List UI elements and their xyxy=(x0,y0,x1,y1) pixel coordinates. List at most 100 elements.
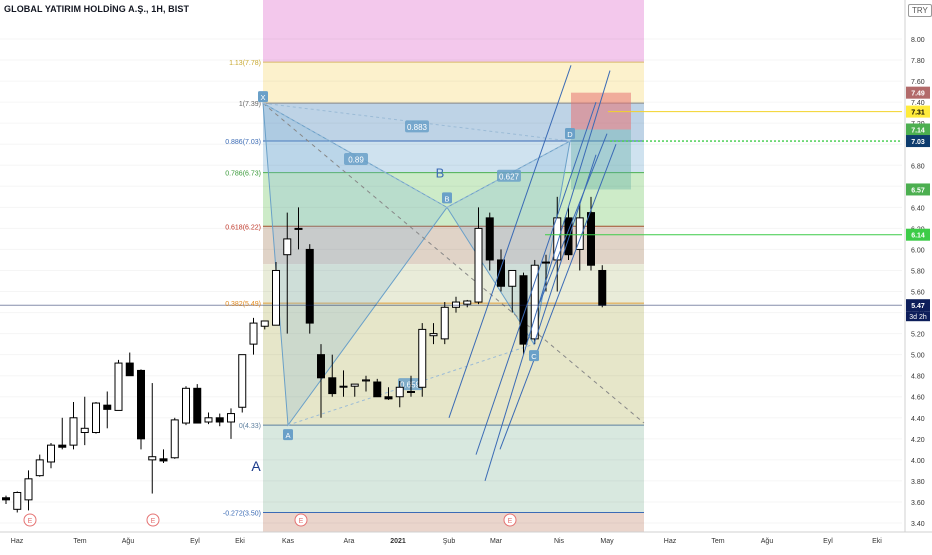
ratio-label-bg xyxy=(344,152,368,165)
pattern-start-label: A xyxy=(251,458,261,474)
countdown-label: 3d 2h xyxy=(909,314,927,321)
price-tick-label: 7.60 xyxy=(911,79,925,86)
price-tick-label: 4.40 xyxy=(911,416,925,423)
candle-body xyxy=(440,306,449,340)
candle-body xyxy=(485,217,494,261)
point-marker: C xyxy=(531,352,537,361)
price-tick-label: 4.00 xyxy=(911,458,925,465)
point-marker-bg xyxy=(529,350,539,362)
fib-level-label: 0(4.33) xyxy=(239,423,261,430)
ratio-label: 0.627 xyxy=(499,172,520,181)
time-tick-label: Tem xyxy=(711,538,724,545)
earnings-marker-label: E xyxy=(299,518,304,525)
ratio-label-bg xyxy=(497,169,521,182)
fib-level-label: 0.382(5.49) xyxy=(225,301,261,308)
earnings-marker xyxy=(146,513,160,527)
price-label-bg xyxy=(906,135,930,148)
candle-body xyxy=(497,259,505,287)
point-marker-bg xyxy=(283,429,293,441)
candle-body xyxy=(13,491,22,510)
price-tick-label: 3.80 xyxy=(911,479,925,486)
candle-body xyxy=(137,369,145,440)
ratio-label: 0.89 xyxy=(348,155,364,164)
symbol-title: GLOBAL YATIRIM HOLDİNG A.Ş., 1H, BIST xyxy=(4,4,190,14)
price-tick-label: 8.00 xyxy=(911,37,925,44)
candle-body xyxy=(227,413,235,423)
candle-body xyxy=(80,427,89,434)
earnings-marker xyxy=(503,513,517,527)
price-label: 5.47 xyxy=(911,303,925,310)
candle-body xyxy=(24,478,33,501)
price-label: 7.49 xyxy=(911,91,925,98)
point-marker: D xyxy=(567,130,573,139)
price-label-bg xyxy=(906,183,930,196)
channel-line xyxy=(448,65,572,418)
prz-red-box xyxy=(571,92,631,130)
candle-body xyxy=(339,385,348,388)
price-label: 6.57 xyxy=(911,187,925,194)
channel-line xyxy=(499,144,617,450)
candle-body xyxy=(429,333,438,337)
candle-body xyxy=(598,269,607,306)
candle-body xyxy=(575,217,584,250)
candle-body xyxy=(395,386,404,398)
ratio-label: 0.659 xyxy=(400,381,421,390)
price-scale-labels: 7.49 7.31 7.14 7.03 6.57 6.14 5.47 3d 2h xyxy=(906,86,930,322)
time-tick-label: May xyxy=(600,538,614,545)
candle-body xyxy=(260,320,269,327)
fib-level-label: 0.786(6.73) xyxy=(225,171,261,178)
candle-body xyxy=(69,417,78,446)
fib-zone xyxy=(263,512,644,532)
fib-level-label: 0.618(6.22) xyxy=(225,224,261,231)
candles xyxy=(2,196,607,513)
time-tick-label: Eki xyxy=(235,538,245,545)
candle-body xyxy=(452,301,460,308)
channel-line xyxy=(539,133,608,303)
price-tick-label: 6.80 xyxy=(911,163,925,170)
pattern-center-label: B xyxy=(436,166,445,181)
time-tick-label: Kas xyxy=(282,538,295,545)
channel-line xyxy=(475,101,597,455)
time-tick-label: Mar xyxy=(490,538,503,545)
candle-body xyxy=(114,362,123,411)
fib-level-labels: 1.13(7.78) 1(7.39) 0.886(7.03) 0.786(6.73) 0… xyxy=(223,60,261,517)
price-label-bg xyxy=(906,86,930,99)
time-tick-label: Haz xyxy=(11,538,24,545)
candle-body xyxy=(47,444,55,463)
candle-body xyxy=(328,377,337,395)
candle-body xyxy=(384,396,393,400)
candle-body xyxy=(587,212,595,266)
pattern-bd-line xyxy=(446,140,571,208)
fib-level-label: -0.272(3.50) xyxy=(223,510,261,517)
candle-body xyxy=(564,217,573,256)
price-label-bg xyxy=(906,228,930,241)
candle-body xyxy=(182,387,190,424)
price-tick-label: 4.80 xyxy=(911,374,925,381)
horizontal-lines[interactable] xyxy=(0,111,902,306)
candle-body xyxy=(418,328,427,388)
pattern-markers: X A B C D A B E E E E xyxy=(23,91,575,527)
earnings-marker-label: E xyxy=(508,518,513,525)
trend-channel-lines[interactable] xyxy=(448,65,617,482)
candle-body xyxy=(542,261,550,264)
earnings-marker xyxy=(23,513,37,527)
time-tick-label: Eki xyxy=(872,538,882,545)
candle-body xyxy=(204,417,213,423)
price-tick-label: 4.20 xyxy=(911,437,925,444)
fib-level-label: 1(7.39) xyxy=(239,101,261,108)
ratio-label-bg xyxy=(398,378,422,391)
candle-body xyxy=(249,322,258,345)
time-tick-label: Eyl xyxy=(190,538,200,545)
price-tick-label: 5.80 xyxy=(911,268,925,275)
price-tick-label: 7.40 xyxy=(911,100,925,107)
price-tick-label: 3.40 xyxy=(911,521,925,528)
currency-button[interactable]: TRY xyxy=(908,4,932,17)
price-tick-label: 3.60 xyxy=(911,500,925,507)
projection-dashed-line xyxy=(262,102,645,424)
price-label: 7.14 xyxy=(911,127,925,134)
point-marker-bg xyxy=(442,192,452,204)
candle-body xyxy=(103,404,112,410)
channel-line xyxy=(484,70,611,482)
